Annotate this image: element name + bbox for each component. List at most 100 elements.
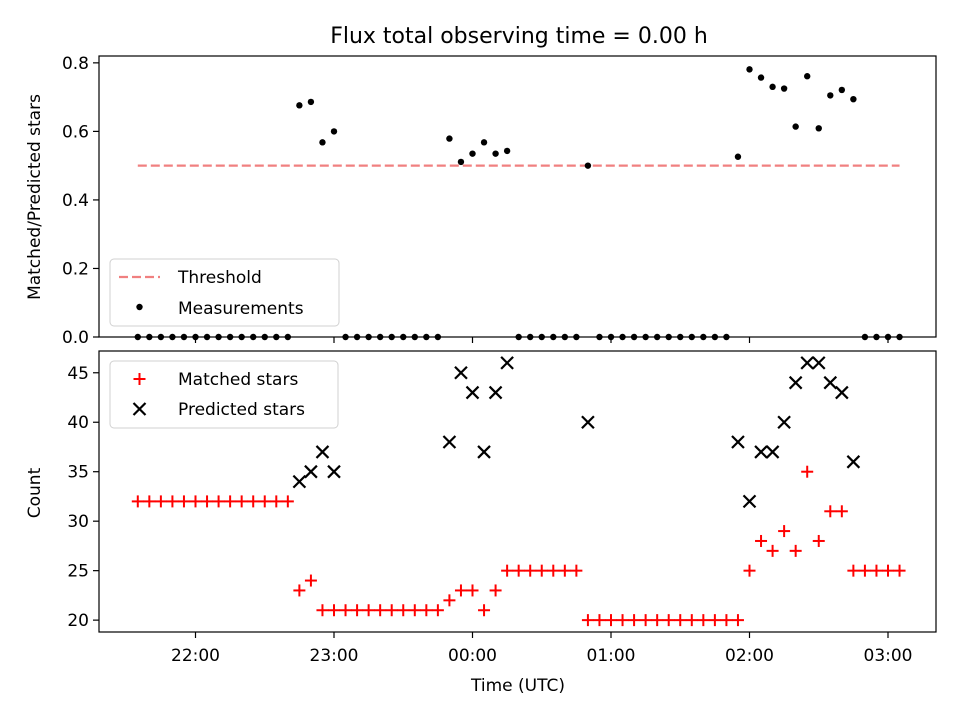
matched-star-point xyxy=(281,495,294,508)
matched-star-point xyxy=(547,564,560,577)
predicted-star-point xyxy=(835,385,849,400)
count-y-tick-label: 25 xyxy=(67,562,89,582)
matched-star-point xyxy=(605,614,617,627)
matched-star-point xyxy=(212,495,225,508)
predicted-star-point xyxy=(304,464,318,479)
matched-star-point xyxy=(408,604,421,617)
ratio-y-tick-label: 0.4 xyxy=(62,191,89,211)
measurement-point xyxy=(446,135,453,142)
matched-star-point xyxy=(143,495,156,508)
measurement-point xyxy=(457,158,465,166)
predicted-star-point xyxy=(315,445,330,459)
matched-star-point xyxy=(593,614,606,627)
measurement-point xyxy=(769,83,776,91)
predicted-star-point-b xyxy=(823,375,838,390)
matched-star-point xyxy=(882,564,894,577)
matched-star-point xyxy=(674,614,687,627)
count-y-tick-label: 20 xyxy=(67,611,89,631)
matched-star-point xyxy=(616,614,629,627)
matched-star-point xyxy=(731,614,744,627)
matched-star-point xyxy=(789,544,802,557)
measurement-point xyxy=(469,150,476,157)
predicted-star-point-b xyxy=(800,356,814,370)
predicted-star-point xyxy=(500,356,514,370)
x-tick-label: 01:00 xyxy=(587,646,636,666)
matched-star-point xyxy=(893,564,906,577)
measurement-point xyxy=(492,150,499,157)
x-axis-label: Time (UTC) xyxy=(470,676,565,696)
matched-star-point xyxy=(512,564,525,577)
measurement-point xyxy=(296,102,303,109)
count-panel: Count Time (UTC) 20 25 30 35 40 45 22:00 23:00 0… xyxy=(25,350,937,696)
count-y-tick-label: 30 xyxy=(67,512,89,532)
predicted-star-point xyxy=(846,455,861,469)
matched-star-point xyxy=(501,564,514,577)
predicted-star-point-b xyxy=(811,356,826,370)
ratio-legend-box xyxy=(109,258,340,327)
count-y-tick-label: 35 xyxy=(67,463,89,483)
count-y-tick-label: 40 xyxy=(67,413,89,433)
matched-star-point xyxy=(766,544,779,557)
predicted-star-point xyxy=(465,385,480,400)
matched-star-point xyxy=(778,525,791,538)
predicted-star-point xyxy=(442,435,457,449)
matched-star-point xyxy=(870,564,883,577)
predicted-star-point-b xyxy=(846,455,861,469)
count-legend: Matched stars Predicted stars xyxy=(109,360,339,429)
predicted-star-point xyxy=(765,445,780,459)
predicted-star-point-b xyxy=(754,445,768,459)
matched-star-point xyxy=(166,495,179,508)
measurement-point xyxy=(838,86,846,94)
predicted-star-point-b xyxy=(765,445,780,459)
matched-star-point xyxy=(743,564,756,577)
measurement-point xyxy=(307,98,315,106)
predicted-star-point-b xyxy=(315,445,330,459)
measurement-point xyxy=(584,162,592,169)
legend-predicted-swatch-b xyxy=(132,402,147,416)
count-y-axis-label: Count xyxy=(25,467,45,518)
predicted-star-point-b xyxy=(442,435,457,449)
predicted-star-point-b xyxy=(465,385,480,400)
matched-star-point xyxy=(247,495,260,508)
predicted-star-point xyxy=(292,474,307,489)
legend-threshold-label: Threshold xyxy=(177,268,262,288)
predicted-star-point-b xyxy=(835,385,849,400)
matched-star-point xyxy=(755,534,768,547)
predicted-star-point xyxy=(777,415,791,430)
matched-star-point xyxy=(189,495,202,508)
predicted-star-point-b xyxy=(477,445,491,459)
measurement-point xyxy=(503,147,511,155)
matched-star-point xyxy=(685,614,698,627)
matched-star-point xyxy=(489,584,502,597)
matched-star-point xyxy=(708,614,721,627)
ratio-y-axis-label: Matched/Predicted stars xyxy=(25,94,45,300)
ratio-panel: Matched/Predicted stars 0.0 0.2 0.4 0.6 0.8 T… xyxy=(25,54,937,348)
predicted-star-point xyxy=(788,375,803,390)
matched-star-point xyxy=(535,564,548,577)
measurement-point xyxy=(780,85,788,92)
matched-star-point xyxy=(651,614,664,627)
measurement-point xyxy=(746,66,753,73)
x-tick-label: 00:00 xyxy=(448,646,497,666)
matched-star-point xyxy=(316,604,329,617)
ratio-y-tick-label: 0.6 xyxy=(62,122,89,142)
legend-measurements-label: Measurements xyxy=(178,299,304,319)
matched-star-point xyxy=(362,604,375,617)
matched-star-point xyxy=(443,594,456,607)
matched-star-point xyxy=(570,564,583,577)
matched-star-point xyxy=(431,604,444,617)
legend-measurements-swatch xyxy=(136,303,143,311)
measurement-point xyxy=(850,95,857,103)
measurement-point xyxy=(827,92,834,99)
x-tick-label: 02:00 xyxy=(725,646,774,666)
matched-star-point xyxy=(385,604,398,617)
count-y-tick-label: 45 xyxy=(67,364,89,384)
matched-star-point xyxy=(351,604,364,617)
measurement-point xyxy=(480,139,488,146)
x-tick-label: 23:00 xyxy=(310,646,359,666)
matched-star-point xyxy=(374,604,387,617)
matched-star-point xyxy=(801,465,814,478)
matched-star-point xyxy=(177,495,190,508)
